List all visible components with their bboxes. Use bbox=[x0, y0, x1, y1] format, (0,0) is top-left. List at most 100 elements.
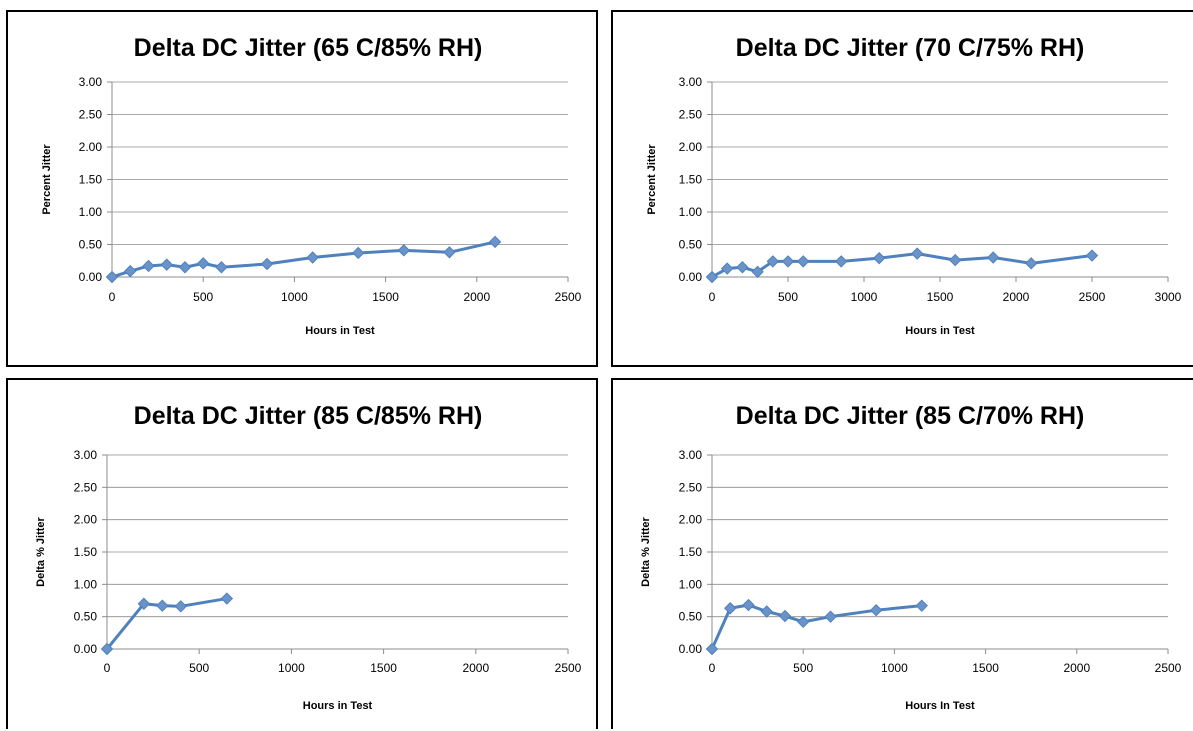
data-point bbox=[948, 253, 962, 267]
y-axis-label: Percent Jitter bbox=[41, 144, 53, 215]
x-tick-label: 2000 bbox=[1063, 661, 1090, 675]
y-axis-label: Percent Jitter bbox=[646, 144, 658, 215]
data-point bbox=[915, 599, 928, 612]
data-point bbox=[215, 261, 228, 274]
chart-panel-85c-85rh: Delta DC Jitter (85 C/85% RH) 0.00 0.50 1.0… bbox=[6, 378, 598, 729]
data-point bbox=[174, 600, 187, 613]
data-point bbox=[705, 270, 719, 284]
x-tick-label: 2000 bbox=[462, 661, 489, 675]
y-tick-label: 3.00 bbox=[679, 75, 703, 89]
x-tick-label: 500 bbox=[189, 661, 209, 675]
y-tick-label: 2.00 bbox=[79, 140, 103, 154]
y-tick-label: 2.00 bbox=[74, 513, 98, 527]
y-tick-label: 0.50 bbox=[679, 610, 703, 624]
y-tick-label: 2.50 bbox=[679, 108, 703, 122]
x-tick-label: 500 bbox=[778, 290, 798, 304]
x-tick-label: 1500 bbox=[927, 290, 954, 304]
data-point bbox=[910, 247, 924, 260]
y-tick-label: 0.00 bbox=[679, 642, 703, 656]
y-tick-label: 3.00 bbox=[79, 75, 103, 89]
x-axis-label: Hours in Test bbox=[305, 325, 375, 337]
y-tick-label: 1.00 bbox=[79, 205, 103, 219]
data-point bbox=[781, 255, 795, 268]
x-tick-label: 2500 bbox=[555, 290, 582, 304]
x-tick-label: 2500 bbox=[1155, 661, 1182, 675]
chart-title: Delta DC Jitter (65 C/85% RH) bbox=[134, 34, 483, 62]
y-tick-label: 1.00 bbox=[679, 577, 703, 591]
x-tick-label: 500 bbox=[193, 290, 213, 304]
chart-panel-70c-75rh: Delta DC Jitter (70 C/75% RH) 0.00 0.50 1.0… bbox=[611, 10, 1193, 367]
y-tick-label: 2.00 bbox=[679, 140, 703, 154]
chart-svg: Delta DC Jitter (85 C/70% RH) 0.00 0.50 1.0… bbox=[640, 402, 1182, 712]
x-tick-label: 1500 bbox=[972, 661, 999, 675]
y-tick-label: 2.50 bbox=[679, 480, 703, 494]
data-point bbox=[142, 259, 155, 273]
data-point bbox=[724, 602, 737, 615]
chart-panel-85c-70rh: Delta DC Jitter (85 C/70% RH) 0.00 0.50 1.0… bbox=[611, 378, 1193, 729]
data-point bbox=[824, 610, 837, 623]
x-axis-label: Hours in Test bbox=[303, 700, 373, 712]
data-point bbox=[796, 615, 810, 629]
chart-svg: Delta DC Jitter (65 C/85% RH) 0.00 0.50 1.0… bbox=[41, 34, 582, 337]
series-line bbox=[710, 603, 922, 650]
data-point bbox=[705, 642, 719, 656]
data-point bbox=[736, 261, 749, 274]
data-point bbox=[306, 251, 319, 264]
data-point bbox=[260, 257, 274, 271]
chart-title: Delta DC Jitter (85 C/70% RH) bbox=[736, 402, 1085, 430]
x-tick-label: 1000 bbox=[851, 290, 878, 304]
data-point bbox=[834, 255, 848, 268]
data-point bbox=[869, 603, 883, 617]
data-point bbox=[196, 257, 210, 270]
x-tick-label: 2500 bbox=[555, 661, 582, 675]
chart-svg: Delta DC Jitter (70 C/75% RH) 0.00 0.50 1.0… bbox=[646, 34, 1182, 337]
y-tick-label: 1.00 bbox=[74, 577, 98, 591]
data-point bbox=[720, 262, 734, 275]
data-point bbox=[443, 246, 456, 259]
x-tick-label: 3000 bbox=[1155, 290, 1182, 304]
x-tick-label: 1000 bbox=[278, 661, 305, 675]
data-point bbox=[778, 609, 792, 623]
data-point bbox=[397, 244, 411, 257]
y-tick-label: 0.50 bbox=[74, 610, 98, 624]
y-tick-label: 1.50 bbox=[74, 545, 98, 559]
data-point bbox=[178, 261, 192, 274]
x-tick-label: 0 bbox=[709, 661, 716, 675]
data-point bbox=[760, 605, 773, 618]
y-axis-label: Delta % Jitter bbox=[640, 516, 652, 586]
data-point bbox=[796, 255, 810, 268]
data-point bbox=[986, 251, 1000, 264]
x-tick-label: 2000 bbox=[1003, 290, 1030, 304]
x-tick-label: 0 bbox=[709, 290, 716, 304]
x-tick-label: 2500 bbox=[1079, 290, 1106, 304]
data-point bbox=[137, 597, 151, 610]
x-axis-label: Hours In Test bbox=[905, 700, 975, 712]
y-tick-label: 3.00 bbox=[74, 448, 98, 462]
x-tick-label: 500 bbox=[793, 661, 813, 675]
data-point bbox=[1085, 249, 1099, 262]
y-tick-label: 0.50 bbox=[79, 238, 103, 252]
y-tick-label: 2.50 bbox=[79, 108, 103, 122]
x-axis-label: Hours in Test bbox=[905, 325, 975, 337]
data-point bbox=[1024, 257, 1038, 270]
x-tick-label: 0 bbox=[104, 661, 111, 675]
chart-title: Delta DC Jitter (70 C/75% RH) bbox=[736, 34, 1085, 62]
y-tick-label: 3.00 bbox=[679, 448, 703, 462]
data-point bbox=[100, 642, 114, 656]
data-point bbox=[105, 270, 119, 284]
data-point bbox=[160, 258, 173, 271]
data-point bbox=[766, 255, 780, 268]
x-tick-label: 1000 bbox=[281, 290, 308, 304]
data-point bbox=[124, 264, 137, 278]
chart-panel-65c-85rh: Delta DC Jitter (65 C/85% RH) 0.00 0.50 1.0… bbox=[6, 10, 598, 367]
data-point bbox=[742, 598, 755, 612]
y-tick-label: 1.00 bbox=[679, 205, 703, 219]
y-tick-label: 0.00 bbox=[679, 270, 703, 284]
data-point bbox=[220, 592, 234, 605]
y-tick-label: 0.50 bbox=[679, 238, 703, 252]
y-tick-label: 1.50 bbox=[679, 173, 703, 187]
data-point bbox=[156, 599, 169, 612]
chart-svg: Delta DC Jitter (85 C/85% RH) 0.00 0.50 1.0… bbox=[35, 402, 582, 712]
y-tick-label: 2.00 bbox=[679, 513, 703, 527]
x-tick-label: 1000 bbox=[881, 661, 908, 675]
